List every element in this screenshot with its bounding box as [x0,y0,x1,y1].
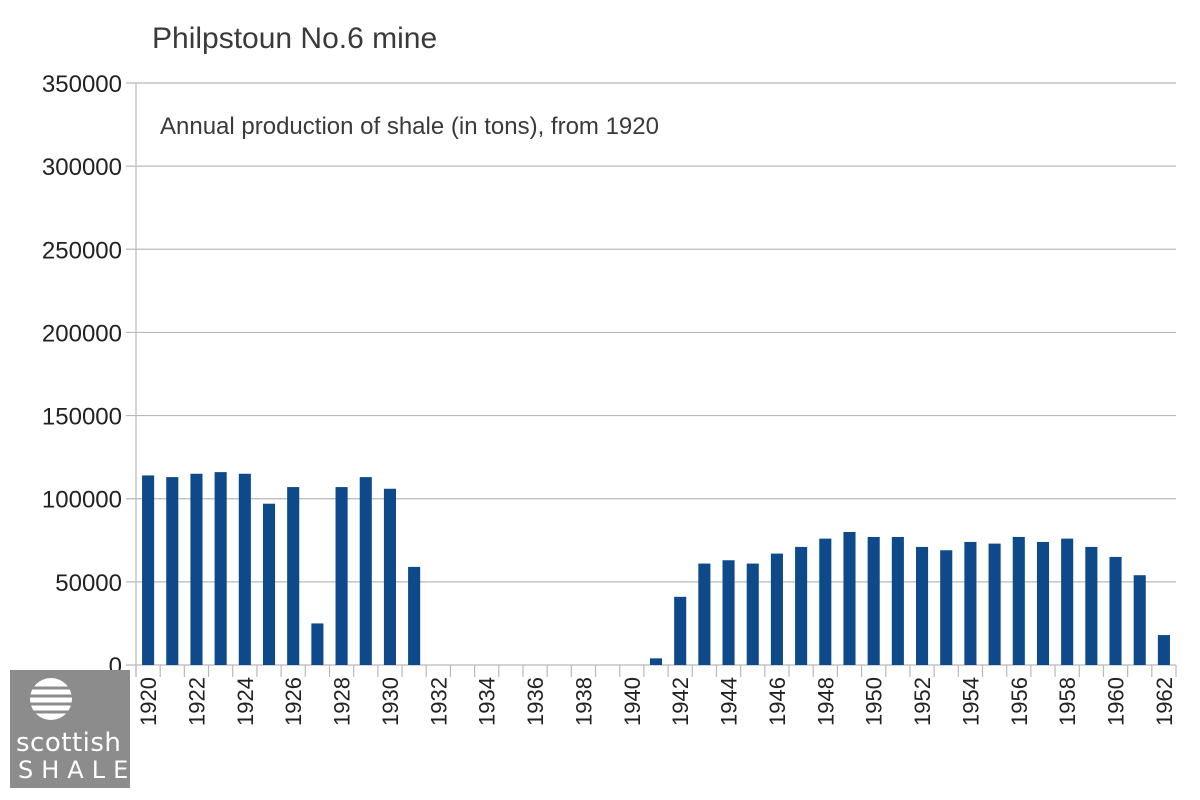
bar-1920 [142,475,155,665]
x-tick-label: 1932 [426,677,451,726]
bar-1945 [746,563,759,665]
x-tick-label: 1926 [281,677,306,726]
bar-1930 [383,488,396,665]
y-tick-label: 250000 [42,237,122,264]
y-tick-label: 300000 [42,154,122,181]
logo-line1: scottish [16,728,122,758]
x-tick-label: 1948 [813,677,838,726]
logo-line2: SHALE [18,756,137,784]
bar-1957 [1036,541,1050,665]
bar-1961 [1133,575,1146,665]
x-tick-label: 1950 [862,677,887,726]
bar-1925 [262,503,276,665]
x-tick-label: 1928 [330,677,355,726]
bar-1946 [770,553,783,665]
x-tick-label: 1924 [233,677,258,726]
y-tick-label: 200000 [42,320,122,347]
y-axis-ticks: 0500001000001500002000002500003000003500… [42,71,122,680]
bar-1948 [819,538,832,665]
x-tick-label: 1922 [184,677,209,726]
bar-1951 [891,536,904,665]
bar-1956 [1012,536,1025,665]
bar-1924 [238,473,251,665]
x-tick-label: 1954 [958,677,983,726]
bar-1954 [964,541,977,665]
bar-1922 [190,473,203,665]
chart-subtitle: Annual production of shale (in tons), fr… [160,113,659,140]
chart-title: Philpstoun No.6 mine [152,22,437,55]
bar-1931 [408,566,421,665]
y-tick-label: 100000 [42,487,122,514]
x-tick-label: 1962 [1152,677,1177,726]
bar-1953 [940,550,953,665]
y-tick-label: 50000 [55,570,122,597]
bar-1960 [1109,556,1122,665]
bars [142,472,1170,665]
scottish-shale-logo: scottish SHALE [10,670,130,788]
globe-icon [30,678,72,720]
bar-1949 [843,531,856,665]
x-tick-label: 1952 [910,677,935,726]
bar-1923 [214,472,227,665]
bar-1943 [698,563,711,665]
bar-1952 [916,546,929,665]
bar-1928 [335,487,348,665]
x-tick-label: 1938 [571,677,596,726]
bar-1929 [359,477,372,665]
bar-1950 [867,536,880,665]
gridlines [126,82,1176,677]
x-tick-label: 1956 [1007,677,1032,726]
bar-1959 [1085,546,1098,665]
bar-1926 [287,487,300,665]
bar-1942 [674,596,687,665]
bar-1944 [722,560,735,665]
x-tick-label: 1936 [523,677,548,726]
bar-1921 [166,477,179,665]
bar-1958 [1061,538,1074,665]
bar-1962 [1157,635,1170,665]
x-tick-label: 1960 [1104,677,1129,726]
x-tick-label: 1942 [668,677,693,726]
bar-1927 [311,623,324,665]
bar-1955 [988,543,1001,665]
y-tick-label: 350000 [42,71,122,98]
y-tick-label: 150000 [42,404,122,431]
x-axis: 1920 1922 1924 1926 1928 1930 1932 1934 1936 1938… [135,665,1177,726]
x-tick-label: 1930 [378,677,403,726]
bar-1947 [795,546,808,665]
x-tick-label: 1934 [475,677,500,726]
x-tick-label: 1920 [136,677,161,726]
x-tick-label: 1958 [1055,677,1080,726]
x-tick-label: 1944 [717,677,742,726]
x-tick-label: 1940 [620,677,645,726]
x-tick-label: 1946 [765,677,790,726]
bar-1941 [649,658,663,665]
